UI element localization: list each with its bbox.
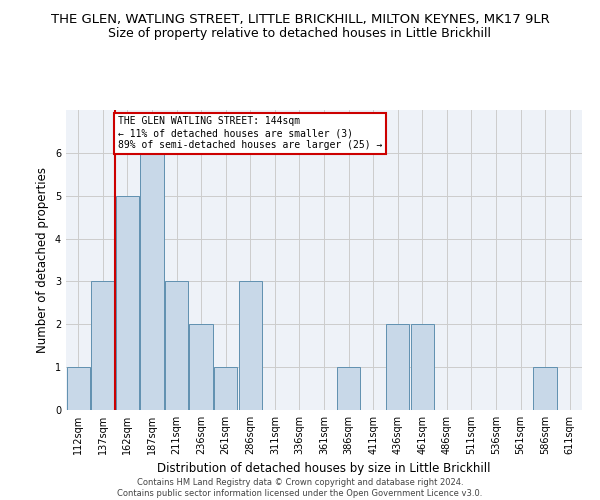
Bar — [410, 324, 434, 410]
Text: THE GLEN WATLING STREET: 144sqm
← 11% of detached houses are smaller (3)
89% of : THE GLEN WATLING STREET: 144sqm ← 11% of… — [118, 116, 382, 150]
Bar — [533, 367, 557, 410]
Bar — [386, 324, 409, 410]
Bar — [165, 282, 188, 410]
Bar — [214, 367, 238, 410]
Bar — [91, 282, 115, 410]
Bar — [116, 196, 139, 410]
Bar — [67, 367, 90, 410]
Bar — [239, 282, 262, 410]
Y-axis label: Number of detached properties: Number of detached properties — [37, 167, 49, 353]
Bar — [190, 324, 213, 410]
X-axis label: Distribution of detached houses by size in Little Brickhill: Distribution of detached houses by size … — [157, 462, 491, 475]
Text: Size of property relative to detached houses in Little Brickhill: Size of property relative to detached ho… — [109, 28, 491, 40]
Bar — [140, 153, 164, 410]
Text: THE GLEN, WATLING STREET, LITTLE BRICKHILL, MILTON KEYNES, MK17 9LR: THE GLEN, WATLING STREET, LITTLE BRICKHI… — [50, 12, 550, 26]
Bar — [337, 367, 360, 410]
Text: Contains HM Land Registry data © Crown copyright and database right 2024.
Contai: Contains HM Land Registry data © Crown c… — [118, 478, 482, 498]
